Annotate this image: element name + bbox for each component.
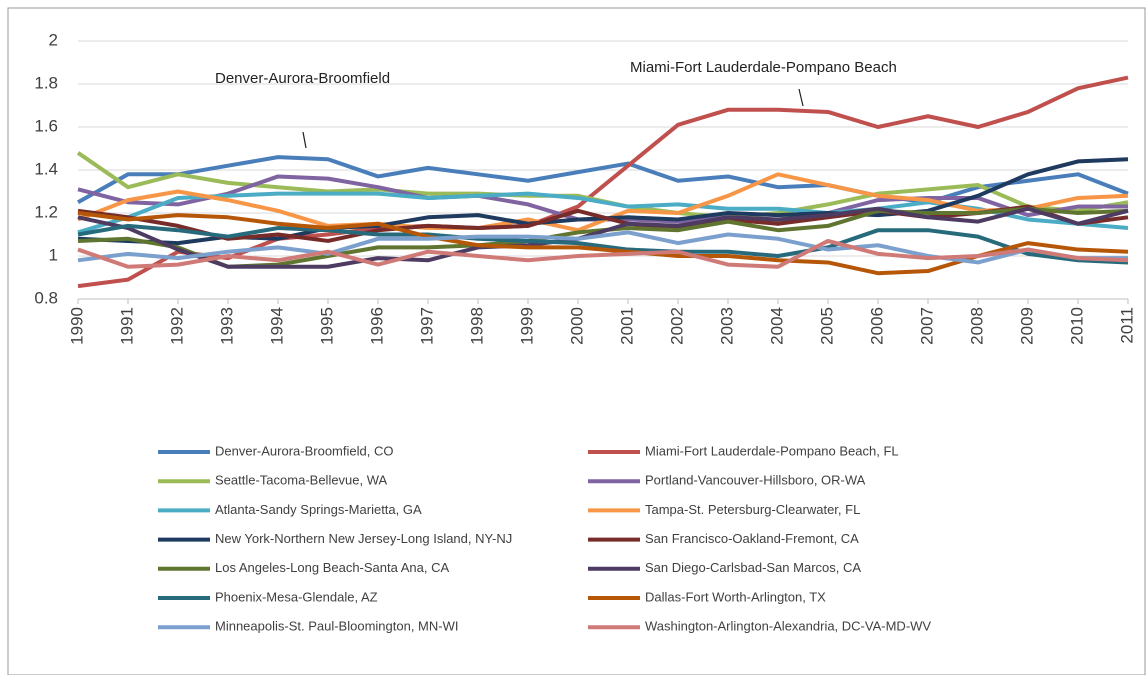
y-tick-label: 0.8 — [34, 288, 58, 307]
legend-label: Dallas-Fort Worth-Arlington, TX — [645, 589, 826, 604]
x-tick-label: 2007 — [917, 307, 936, 345]
legend-label: New York-Northern New Jersey-Long Island… — [215, 531, 512, 546]
legend-label: Washington-Arlington-Alexandria, DC-VA-M… — [645, 619, 931, 634]
legend-label: Los Angeles-Long Beach-Santa Ana, CA — [215, 560, 449, 575]
x-tick-label: 1993 — [217, 307, 236, 345]
x-tick-label: 1991 — [117, 307, 136, 345]
x-tick-label: 2008 — [967, 307, 986, 345]
y-tick-label: 1.2 — [34, 202, 58, 221]
y-tick-label: 1 — [49, 245, 58, 264]
legend-label: Atlanta-Sandy Springs-Marietta, GA — [215, 502, 422, 517]
legend-label: Phoenix-Mesa-Glendale, AZ — [215, 589, 378, 604]
series-line — [77, 230, 1128, 265]
x-tick-label: 1990 — [67, 307, 86, 345]
x-tick-label: 2003 — [717, 307, 736, 345]
y-tick-label: 2 — [49, 30, 58, 49]
x-tick-label: 2002 — [667, 307, 686, 345]
x-tick-label: 2001 — [617, 307, 636, 345]
y-tick-label: 1.6 — [34, 116, 58, 135]
x-tick-label: 1996 — [367, 307, 386, 345]
series-line — [77, 238, 1129, 269]
x-tick-label: 2010 — [1067, 307, 1086, 345]
x-tick-label: 1992 — [167, 307, 186, 345]
x-tick-label: 1998 — [467, 307, 486, 345]
x-tick-label: 1999 — [517, 307, 536, 345]
x-tick-label: 2011 — [1117, 307, 1136, 344]
x-tick-label: 1994 — [267, 307, 286, 345]
legend-label: Tampa-St. Petersburg-Clearwater, FL — [645, 502, 860, 517]
series-line — [77, 155, 1129, 205]
chart-border — [7, 7, 1146, 675]
x-tick-label: 2009 — [1017, 307, 1036, 345]
y-tick-label: 1.8 — [34, 73, 58, 92]
legend-label: Minneapolis-St. Paul-Bloomington, MN-WI — [215, 619, 458, 634]
x-tick-label: 2000 — [567, 307, 586, 345]
x-tick-label: 1997 — [417, 307, 436, 345]
legend-label: San Diego-Carlsbad-San Marcos, CA — [645, 560, 861, 575]
legend-label: San Francisco-Oakland-Fremont, CA — [645, 531, 859, 546]
annotation-pointer — [798, 88, 804, 107]
legend-label: Miami-Fort Lauderdale-Pompano Beach, FL — [645, 443, 899, 458]
annotation: Miami-Fort Lauderdale-Pompano Beach — [630, 59, 897, 76]
series-line — [77, 223, 1129, 265]
x-tick-label: 1995 — [317, 307, 336, 345]
legend-label: Seattle-Tacoma-Bellevue, WA — [215, 473, 388, 488]
y-tick-label: 1.4 — [34, 159, 58, 178]
x-tick-label: 2005 — [817, 307, 836, 345]
series-line — [77, 211, 1129, 276]
annotation: Denver-Aurora-Broomfield — [215, 70, 390, 87]
legend-label: Portland-Vancouver-Hillsboro, OR-WA — [645, 473, 866, 488]
legend-label: Denver-Aurora-Broomfield, CO — [215, 443, 393, 458]
series-line — [77, 206, 1129, 269]
annotation-pointer — [302, 131, 307, 149]
series-line — [77, 172, 1129, 233]
x-tick-label: 2006 — [867, 307, 886, 345]
x-tick-label: 2004 — [767, 307, 786, 345]
series-line — [77, 204, 1129, 243]
